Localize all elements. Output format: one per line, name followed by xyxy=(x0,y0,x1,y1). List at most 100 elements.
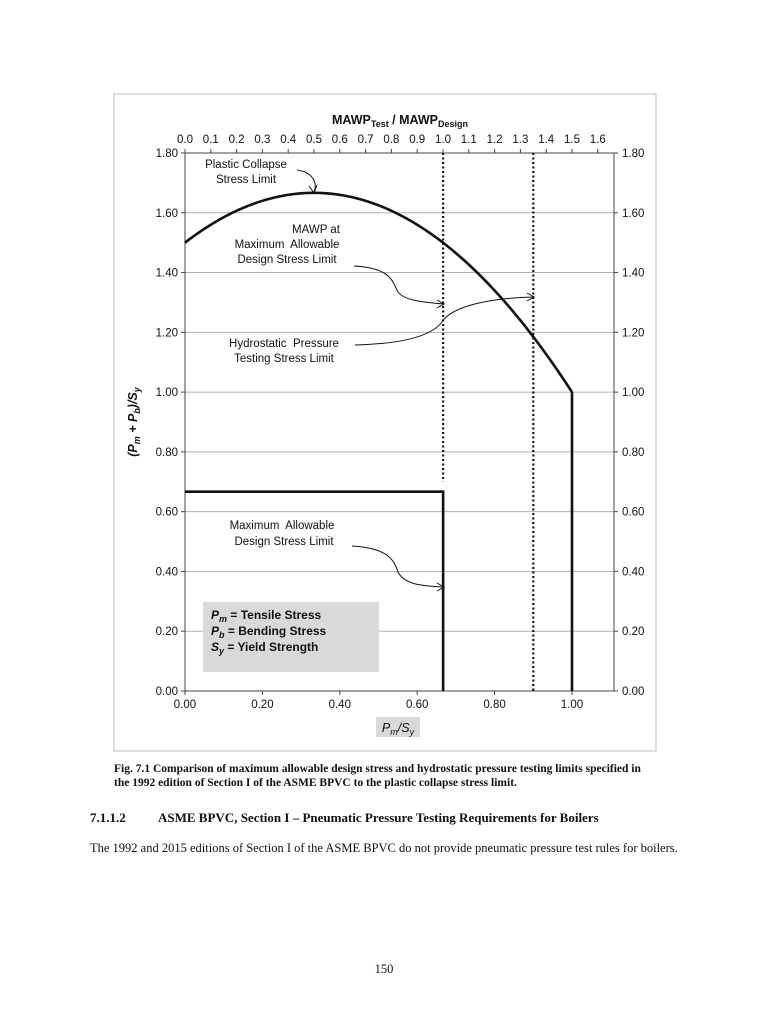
y-tick-label-right-9: 1.80 xyxy=(622,148,644,160)
legend-entry-bending: Pb = Bending Stress xyxy=(211,624,327,640)
top-axis-ticks: 0.0 0.1 0.2 0.3 0.4 0.5 0.6 0.7 0.8 0.9 1.0 1.1 1.2 1… xyxy=(177,134,606,153)
x-tick-label-1: 0.20 xyxy=(251,699,273,711)
top-axis-title-sub2: Design xyxy=(438,119,468,129)
annotation-max-allowable-arrowhead xyxy=(436,582,446,592)
y-axis-title-s1: m xyxy=(132,436,142,444)
legend-box xyxy=(203,602,379,672)
top-tick-label-15: 1.5 xyxy=(564,134,580,146)
top-tick-label-14: 1.4 xyxy=(538,134,555,146)
y-tick-label-right-6: 1.20 xyxy=(622,327,644,339)
annotation-max-allowable-line2: Design Stress Limit xyxy=(234,536,334,548)
y-tick-label-right-5: 1.00 xyxy=(622,387,644,399)
y-tick-label-left-4: 0.80 xyxy=(156,447,178,459)
annotation-plastic-collapse-arrow xyxy=(296,169,316,193)
x-axis-title-box xyxy=(376,717,420,737)
top-axis-title: MAWPTest / MAWPDesign xyxy=(332,113,468,129)
annotation-max-allowable-arrow xyxy=(351,545,445,588)
top-tick-label-7: 0.7 xyxy=(358,134,374,146)
y-tick-label-right-7: 1.40 xyxy=(622,268,644,280)
y-tick-label-right-2: 0.40 xyxy=(622,566,644,578)
y-axis-title-s3: y xyxy=(132,386,142,393)
y-tick-label-right-8: 1.60 xyxy=(622,208,644,220)
y-tick-label-left-9: 1.80 xyxy=(156,148,178,160)
top-tick-label-5: 0.5 xyxy=(306,134,322,146)
y-axis-title-p2: + P xyxy=(126,413,140,436)
y-tick-label-left-5: 1.00 xyxy=(156,387,178,399)
y-tick-label-left-7: 1.40 xyxy=(156,268,178,280)
y-axis-title: (Pm + Pb)/Sy xyxy=(126,386,142,457)
y-tick-label-right-0: 0.00 xyxy=(622,686,644,698)
y-tick-label-left-8: 1.60 xyxy=(156,208,178,220)
legend-entry-tensile-sym: P xyxy=(211,608,220,622)
y-tick-label-left-2: 0.40 xyxy=(156,566,178,578)
y-axis-left-ticks: 0.00 0.20 0.40 0.60 0.80 1.00 1.20 1.40 1.60 1.80 xyxy=(156,148,185,698)
top-axis-title-main: MAWP xyxy=(332,113,371,127)
annotation-mawp-arrowhead xyxy=(436,299,446,309)
legend-entry-tensile-sub: m xyxy=(219,614,227,624)
top-tick-label-16: 1.6 xyxy=(590,134,606,146)
section-title: ASME BPVC, Section I – Pneumatic Pressur… xyxy=(158,810,599,825)
x-tick-label-4: 0.80 xyxy=(483,699,505,711)
annotation-hydrostatic: Hydrostatic Pressure Testing Stress Limi… xyxy=(229,292,536,365)
top-tick-label-0: 0.0 xyxy=(177,134,193,146)
annotation-plastic-collapse-line2: Stress Limit xyxy=(216,174,277,186)
y-tick-label-right-3: 0.60 xyxy=(622,507,644,519)
legend: Pm = Tensile Stress Pb = Bending Stress … xyxy=(203,602,379,672)
legend-entry-bending-sym: P xyxy=(211,624,220,638)
y-tick-label-left-6: 1.20 xyxy=(156,327,178,339)
x-axis-title: Pm/Sy xyxy=(382,721,415,737)
x-axis-ticks: 0.00 0.20 0.40 0.60 0.80 1.00 xyxy=(174,691,583,711)
body-paragraph: The 1992 and 2015 editions of Section I … xyxy=(90,841,678,855)
legend-entry-tensile: Pm = Tensile Stress xyxy=(211,608,322,624)
x-tick-label-2: 0.40 xyxy=(329,699,351,711)
legend-entry-tensile-text: = Tensile Stress xyxy=(227,608,321,622)
x-tick-label-0: 0.00 xyxy=(174,699,196,711)
top-tick-label-10: 1.0 xyxy=(435,134,451,146)
annotation-hydrostatic-line2: Testing Stress Limit xyxy=(234,353,335,365)
y-axis-right-ticks: 0.00 0.20 0.40 0.60 0.80 1.00 1.20 1.40 1.60 1.80 xyxy=(614,148,644,698)
page-number: 150 xyxy=(374,962,394,976)
top-tick-label-3: 0.3 xyxy=(254,134,270,146)
annotation-max-allowable-line1: Maximum Allowable xyxy=(230,520,335,532)
x-tick-label-5: 1.00 xyxy=(561,699,583,711)
annotation-hydrostatic-arrow xyxy=(354,296,535,346)
legend-entry-bending-sub: b xyxy=(219,630,225,640)
y-tick-label-right-1: 0.20 xyxy=(622,626,644,638)
top-axis-title-mid: / MAWP xyxy=(389,113,438,127)
annotation-mawp: MAWP at Maximum Allowable Design Stress … xyxy=(235,224,446,309)
x-axis-title-main: P xyxy=(382,721,391,735)
x-axis-title-sub1: m xyxy=(390,727,398,737)
x-tick-label-3: 0.60 xyxy=(406,699,428,711)
legend-entry-yield: Sy = Yield Strength xyxy=(211,640,318,656)
y-axis-title-p1: (P xyxy=(126,444,140,457)
annotation-plastic-collapse: Plastic Collapse Stress Limit xyxy=(205,159,318,195)
annotation-plastic-collapse-arrowhead xyxy=(308,184,318,195)
legend-entry-yield-text: = Yield Strength xyxy=(224,640,318,654)
plastic-collapse-curve xyxy=(184,191,574,393)
annotation-mawp-line1: MAWP at xyxy=(292,224,341,236)
top-tick-label-6: 0.6 xyxy=(332,134,348,146)
legend-entry-yield-sub: y xyxy=(218,646,225,656)
annotation-hydrostatic-line1: Hydrostatic Pressure xyxy=(229,338,339,350)
y-tick-label-right-4: 0.80 xyxy=(622,447,644,459)
top-tick-label-13: 1.3 xyxy=(512,134,528,146)
annotation-mawp-arrow xyxy=(353,265,445,305)
x-axis-title-sub2: y xyxy=(409,727,415,737)
y-tick-label-left-0: 0.00 xyxy=(156,686,178,698)
section-number: 7.1.1.2 xyxy=(90,810,126,825)
figure-caption: Fig. 7.1 Comparison of maximum allowable… xyxy=(114,763,641,789)
figure-frame xyxy=(113,93,657,752)
x-axis-title-mid: /S xyxy=(397,721,410,735)
top-tick-label-12: 1.2 xyxy=(487,134,503,146)
y-tick-label-left-1: 0.20 xyxy=(156,626,178,638)
top-tick-label-1: 0.1 xyxy=(203,134,219,146)
top-tick-label-9: 0.9 xyxy=(409,134,425,146)
section-heading: 7.1.1.2 ASME BPVC, Section I – Pneumatic … xyxy=(90,810,710,826)
top-tick-label-4: 0.4 xyxy=(280,134,297,146)
annotation-max-allowable: Maximum Allowable Design Stress Limit xyxy=(230,520,446,592)
annotation-hydrostatic-arrowhead xyxy=(526,292,536,302)
annotation-mawp-line2: Maximum Allowable xyxy=(235,239,340,251)
top-tick-label-2: 0.2 xyxy=(229,134,245,146)
max-allowable-design-stress-line xyxy=(185,490,445,691)
